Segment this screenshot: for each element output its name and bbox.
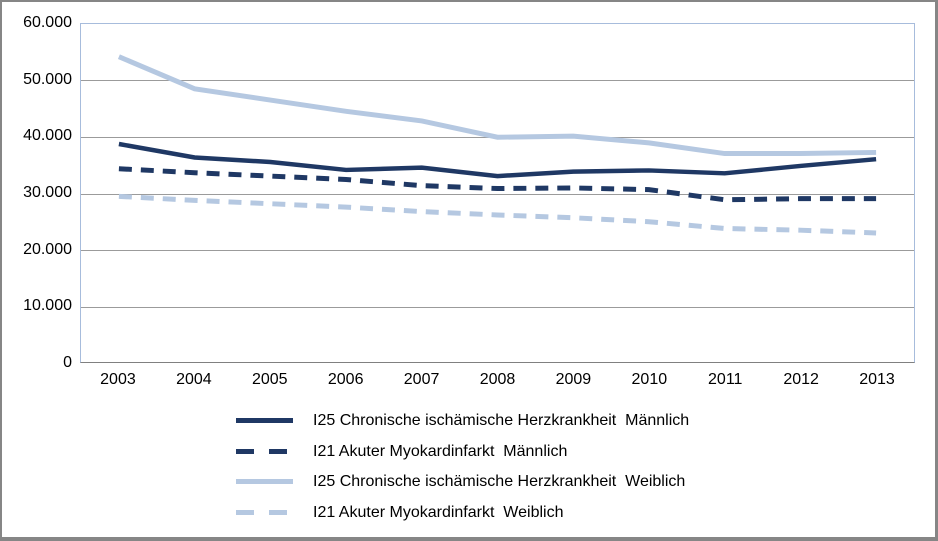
y-axis-tick-label-40.000: 40.000 — [23, 127, 72, 145]
legend-dashed-line-icon — [236, 448, 293, 454]
legend-item-i25-chronische-ischaemische-herzkrankheit-maennlich: I25 Chronische ischämische Herzkrankheit… — [2, 410, 935, 432]
y-axis-tick-label-50.000: 50.000 — [23, 70, 72, 88]
y-axis-tick-label-60.000: 60.000 — [23, 14, 72, 31]
gridline-10000 — [81, 306, 914, 308]
x-axis-tick-label-2009: 2009 — [555, 371, 592, 388]
x-axis-tick-label-2003: 2003 — [100, 371, 136, 388]
series-line-i21-akuter-myokardinfarkt-maennlich — [118, 166, 877, 203]
legend-item-i21-akuter-myokardinfarkt-weiblich: I21 Akuter Myokardinfarkt Weiblich — [2, 502, 935, 524]
x-axis-tick-label-2012: 2012 — [783, 371, 819, 388]
y-axis-tick-label-30.000: 30.000 — [23, 184, 72, 201]
y-axis-tick-label-0: 0 — [63, 354, 72, 371]
legend-label: I25 Chronische ischämische Herzkrankheit… — [313, 412, 690, 429]
line-chart-canvas — [117, 54, 877, 236]
legend-item-i21-akuter-myokardinfarkt-maennlich: I21 Akuter Myokardinfarkt Männlich — [2, 441, 935, 463]
legend-item-i25-chronische-ischaemische-herzkrankheit-weiblich: I25 Chronische ischämische Herzkrankheit… — [2, 471, 935, 493]
y-axis-tick-label-20.000: 20.000 — [23, 240, 72, 258]
x-axis-tick-label-2013: 2013 — [859, 371, 895, 388]
gridline-50000 — [81, 80, 914, 82]
series-line-i25-chronische-ischaemische-herzkrankheit-weiblich — [117, 54, 877, 157]
gridline-30000 — [81, 193, 914, 195]
legend-label: I25 Chronische ischämische Herzkrankheit… — [313, 473, 686, 490]
legend-solid-line-icon — [236, 479, 293, 484]
x-axis-tick-label-2010: 2010 — [631, 371, 668, 388]
x-axis-tick-label-2008: 2008 — [479, 371, 516, 388]
x-axis-tick-label-2004: 2004 — [176, 371, 212, 388]
y-axis-tick-label-10.000: 10.000 — [23, 297, 72, 315]
legend-solid-line-icon — [236, 418, 293, 423]
gridline-20000 — [81, 250, 914, 252]
plot-area — [80, 23, 915, 363]
series-line-i21-akuter-myokardinfarkt-weiblich — [118, 193, 877, 236]
x-axis-tick-label-2007: 2007 — [403, 371, 440, 388]
x-axis-tick-label-2005: 2005 — [251, 371, 288, 388]
x-axis-tick-label-2006: 2006 — [327, 371, 364, 388]
legend-label: I21 Akuter Myokardinfarkt Männlich — [313, 442, 568, 460]
x-axis-tick-label-2011: 2011 — [708, 371, 743, 388]
series-line-i25-chronische-ischaemische-herzkrankheit-maennlich — [118, 141, 877, 179]
legend-label: I21 Akuter Myokardinfarkt Weiblich — [313, 503, 564, 521]
legend-dashed-line-icon — [236, 509, 293, 515]
